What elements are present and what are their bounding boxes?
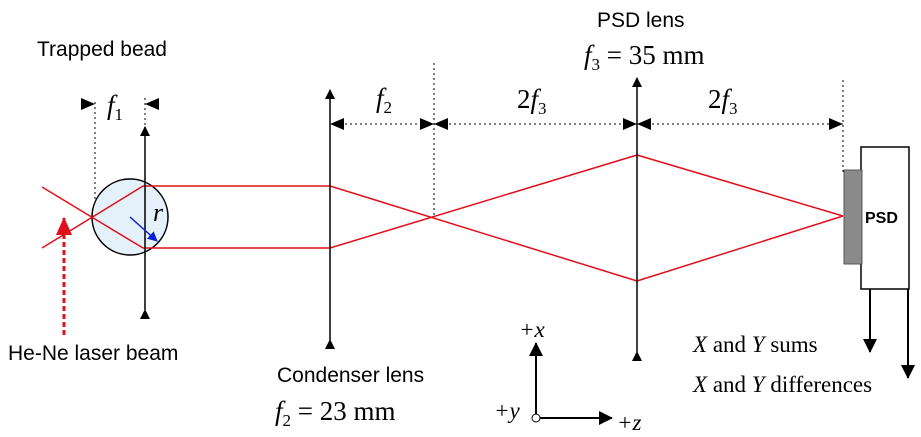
x-axis-label: +x <box>519 317 546 342</box>
right-arrowhead-right <box>829 118 843 130</box>
beam-upper-to-psd-lens <box>329 185 638 282</box>
condenser-lens-label: Condenser lens <box>277 364 424 387</box>
y-axis-symbol <box>531 413 541 423</box>
laser-beam-label: He-Ne laser beam <box>8 342 178 365</box>
guide-lines <box>94 63 844 215</box>
lenses <box>140 77 642 361</box>
bead-radius-label: r <box>153 198 164 227</box>
bead-radius-arrow <box>129 216 158 242</box>
psd-box <box>860 146 910 290</box>
psd-detector <box>843 169 863 265</box>
beam-bottom-to-detector <box>636 215 844 282</box>
right-arrowhead-left <box>637 118 651 130</box>
f1-arrowhead-right <box>145 98 159 110</box>
differences-output-label: X and Y differences <box>692 372 872 397</box>
y-axis-label: +y <box>494 398 521 423</box>
beam-top-to-detector <box>636 154 844 217</box>
psd-lens-label: PSD lens <box>597 9 685 32</box>
laser-beam-path <box>41 154 844 282</box>
f2-label: f2 <box>376 83 392 117</box>
right-2f3-label: 2f3 <box>708 84 738 118</box>
f2-arrowhead-right <box>420 118 434 130</box>
center-arrowhead-right <box>623 118 637 130</box>
z-axis-label: +z <box>617 410 642 435</box>
beam-lower-to-psd-lens <box>329 154 638 249</box>
sums-output-label: X and Y sums <box>692 332 818 357</box>
beam-incoming-lower <box>41 185 144 249</box>
center-arrowhead-left <box>434 118 448 130</box>
trapped-bead-label: Trapped bead <box>37 38 167 61</box>
center-2f3-label: 2f3 <box>517 84 547 118</box>
psd-output-arrows <box>863 289 915 379</box>
f1-arrowhead-left <box>81 98 95 110</box>
f2-arrowhead-left <box>330 118 344 130</box>
f1-label: f1 <box>107 90 123 124</box>
coordinate-axes <box>529 342 613 425</box>
condenser-lens-focal-length: f2 = 23 mm <box>275 396 396 430</box>
dimension-arrowheads <box>81 98 843 130</box>
psd-lens-focal-length: f3 = 35 mm <box>584 40 705 74</box>
psd-box-label: PSD <box>865 210 898 227</box>
